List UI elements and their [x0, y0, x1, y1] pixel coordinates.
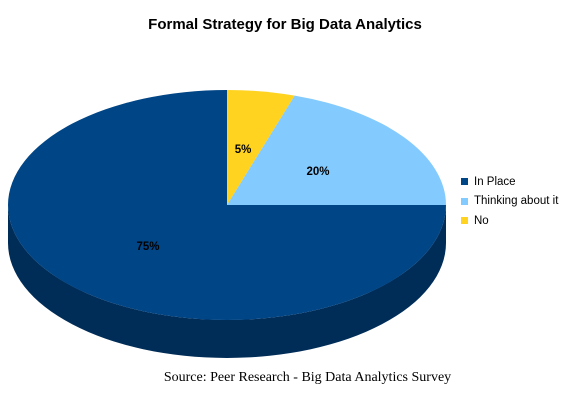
legend-item-no: No	[461, 211, 558, 231]
pie-slice-thinking-about-it	[227, 95, 446, 205]
legend-swatch-no	[461, 217, 468, 225]
chart-title: Formal Strategy for Big Data Analytics	[148, 16, 422, 33]
legend-swatch-thinking-about-it	[461, 197, 468, 205]
legend-item-in-place: In Place	[461, 172, 558, 192]
data-label-in-place: 75%	[136, 241, 159, 253]
pie-side-in-place	[8, 205, 446, 358]
data-label-no: 5%	[235, 144, 252, 156]
pie-slice-no	[227, 90, 295, 205]
data-label-thinking-about-it: 20%	[306, 166, 329, 178]
legend-swatch-in-place	[461, 178, 468, 186]
pie-slice-in-place	[8, 90, 446, 320]
legend-label-thinking-about-it: Thinking about it	[474, 195, 559, 208]
legend: In Place Thinking about it No	[461, 172, 558, 231]
legend-item-thinking-about-it: Thinking about it	[461, 192, 558, 212]
legend-label-in-place: In Place	[474, 175, 516, 188]
legend-label-no: No	[474, 214, 489, 227]
source-note: Source: Peer Research - Big Data Analyti…	[163, 370, 452, 385]
